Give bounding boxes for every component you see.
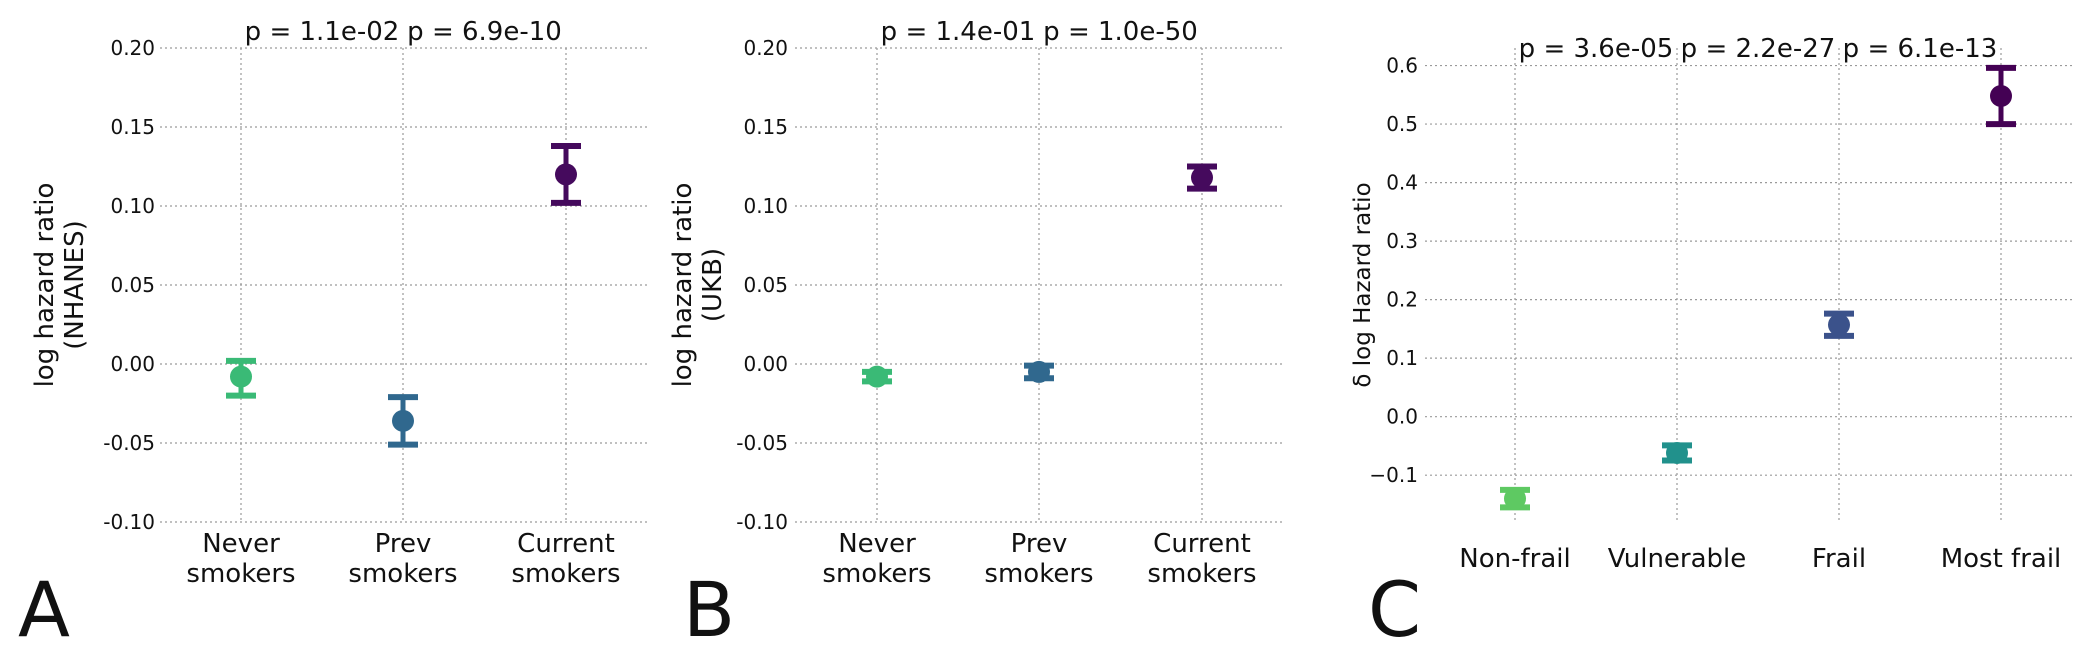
y-axis-label: δ log Hazard ratio [1350, 182, 1376, 387]
data-point [1666, 441, 1688, 464]
panel-letter: A [18, 565, 70, 654]
data-point [555, 163, 577, 186]
y-tick-label: 0.0 [1386, 405, 1418, 429]
panel-b: -0.10 -0.05 0.00 0.05 0.10 0.15 0.20 Never smoke… [668, 17, 1285, 654]
p-value-label: p = 2.2e-27 [1681, 34, 1836, 64]
y-tick-label: 0.00 [743, 352, 788, 376]
y-tick-label: 0.4 [1386, 171, 1418, 195]
panel-letter: C [1368, 565, 1421, 654]
x-category-label: Current smokers [1147, 529, 1256, 589]
p-value-label: p = 6.9e-10 [407, 17, 562, 47]
x-category-label: Most frail [1941, 544, 2062, 574]
data-point [1191, 166, 1213, 189]
data-point [392, 409, 414, 432]
y-tick-label: 0.10 [110, 194, 155, 218]
y-axis-label: log hazard ratio(NHANES) [30, 183, 90, 388]
panel-c: −0.1 0.0 0.1 0.2 0.3 0.4 0.5 0.6 Non-frail Vulner… [1350, 34, 2075, 654]
data-point [1828, 313, 1850, 336]
y-tick-label: 0.00 [110, 352, 155, 376]
panel-a: -0.10 -0.05 0.00 0.05 0.10 0.15 0.20 Never smoke… [18, 17, 648, 654]
y-tick-label: -0.05 [103, 431, 155, 455]
p-value-label: p = 1.0e-50 [1043, 17, 1198, 47]
x-category-label: Vulnerable [1608, 544, 1747, 574]
data-point [230, 365, 252, 388]
p-value-label: p = 1.4e-01 [881, 17, 1036, 47]
y-tick-label: 0.15 [110, 115, 155, 139]
panel-letter: B [683, 565, 735, 654]
data-point [1028, 360, 1050, 383]
x-category-label: Frail [1812, 544, 1866, 574]
y-tick-label: 0.2 [1386, 288, 1418, 312]
y-tick-label: 0.6 [1386, 54, 1418, 78]
y-tick-label: 0.05 [743, 273, 788, 297]
y-tick-label: 0.20 [110, 36, 155, 60]
p-value-label: p = 6.1e-13 [1843, 34, 1998, 64]
y-tick-label: -0.10 [736, 510, 788, 534]
y-tick-label: 0.1 [1386, 346, 1418, 370]
data-point [1504, 487, 1526, 510]
y-tick-label: -0.10 [103, 510, 155, 534]
y-tick-label: -0.05 [736, 431, 788, 455]
y-tick-label: 0.05 [110, 273, 155, 297]
x-category-label: Current smokers [511, 529, 620, 589]
x-category-label: Never smokers [822, 529, 931, 589]
data-point [866, 365, 888, 388]
y-tick-label: 0.15 [743, 115, 788, 139]
y-tick-label: −0.1 [1369, 463, 1418, 487]
x-category-label: Non-frail [1459, 544, 1570, 574]
p-value-label: p = 3.6e-05 [1519, 34, 1674, 64]
x-category-label: Prev smokers [348, 529, 457, 589]
data-point [1990, 84, 2012, 107]
y-tick-label: 0.20 [743, 36, 788, 60]
p-value-label: p = 1.1e-02 [245, 17, 400, 47]
y-tick-label: 0.10 [743, 194, 788, 218]
x-category-label: Prev smokers [984, 529, 1093, 589]
x-category-label: Never smokers [186, 529, 295, 589]
y-axis-label: log hazard ratio(UKB) [668, 183, 728, 388]
y-tick-label: 0.3 [1386, 229, 1418, 253]
y-tick-label: 0.5 [1386, 112, 1418, 136]
